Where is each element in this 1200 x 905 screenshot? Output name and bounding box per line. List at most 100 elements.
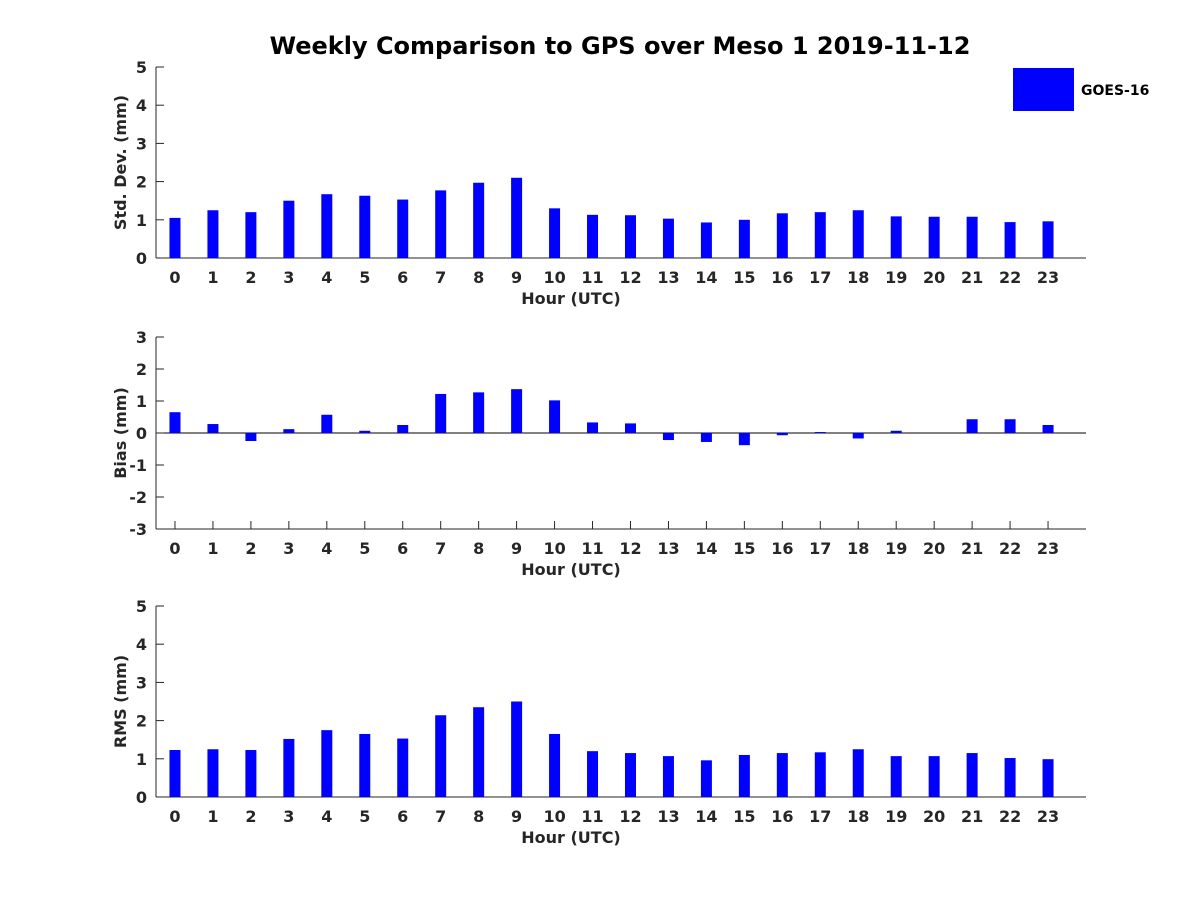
- y-tick-label: 0: [136, 249, 147, 268]
- y-tick-label: 1: [136, 211, 147, 230]
- bar-hour-20: [928, 216, 940, 258]
- x-tick-label: 7: [435, 807, 446, 826]
- y-tick-label: -3: [129, 520, 147, 539]
- bar-hour-10: [549, 400, 561, 433]
- y-tick-label: -2: [129, 488, 147, 507]
- bar-hour-6: [397, 738, 409, 797]
- bar-hour-0: [169, 412, 181, 433]
- x-tick-label: 12: [619, 539, 641, 558]
- bar-hour-14: [700, 760, 712, 797]
- x-tick-label: 3: [283, 268, 294, 287]
- x-tick-label: 10: [543, 539, 565, 558]
- x-tick-label: 18: [847, 268, 869, 287]
- x-tick-label: 23: [1037, 268, 1059, 287]
- x-tick-label: 14: [695, 268, 717, 287]
- bar-hour-17: [814, 432, 826, 433]
- x-tick-label: 11: [581, 539, 603, 558]
- bar-hour-16: [776, 753, 788, 797]
- x-tick-label: 0: [169, 807, 180, 826]
- bar-hour-10: [549, 733, 561, 797]
- bar-hour-16: [776, 433, 788, 436]
- y-tick-label: 1: [136, 392, 147, 411]
- bar-hour-22: [1004, 222, 1016, 258]
- x-tick-label: 14: [695, 539, 717, 558]
- x-tick-label: 18: [847, 807, 869, 826]
- bar-hour-4: [321, 730, 333, 797]
- bar-hour-21: [966, 419, 978, 433]
- x-tick-label: 12: [619, 807, 641, 826]
- x-tick-label: 11: [581, 268, 603, 287]
- x-tick-label: 6: [397, 268, 408, 287]
- x-tick-label: 11: [581, 807, 603, 826]
- bar-hour-17: [814, 752, 826, 797]
- bar-hour-3: [283, 738, 295, 797]
- bar-hour-14: [700, 222, 712, 258]
- y-axis-label: Bias (mm): [111, 387, 130, 479]
- x-tick-label: 1: [207, 807, 218, 826]
- bar-hour-18: [852, 433, 864, 439]
- bar-hour-15: [738, 433, 750, 446]
- bar-hour-7: [435, 715, 447, 797]
- x-tick-label: 16: [771, 539, 793, 558]
- bar-hour-5: [359, 733, 371, 797]
- x-tick-label: 2: [245, 539, 256, 558]
- x-tick-label: 14: [695, 807, 717, 826]
- bar-hour-2: [245, 750, 257, 797]
- bar-hour-1: [207, 210, 219, 258]
- x-tick-label: 16: [771, 268, 793, 287]
- x-axis-label: Hour (UTC): [521, 828, 621, 847]
- x-tick-label: 16: [771, 807, 793, 826]
- x-tick-label: 13: [657, 807, 679, 826]
- bar-hour-19: [890, 430, 902, 433]
- bar-hour-8: [473, 707, 485, 797]
- x-tick-label: 7: [435, 539, 446, 558]
- bar-hour-23: [1042, 759, 1054, 797]
- x-tick-label: 3: [283, 807, 294, 826]
- x-tick-label: 15: [733, 807, 755, 826]
- bar-hour-7: [435, 393, 447, 433]
- x-tick-label: 21: [961, 807, 983, 826]
- bar-hour-11: [587, 422, 599, 433]
- bar-hour-21: [966, 216, 978, 258]
- x-tick-label: 10: [543, 807, 565, 826]
- x-tick-label: 6: [397, 807, 408, 826]
- bar-hour-3: [283, 200, 295, 258]
- bar-hour-1: [207, 749, 219, 797]
- bar-hour-16: [776, 213, 788, 258]
- bar-hour-2: [245, 212, 257, 258]
- bar-hour-15: [738, 754, 750, 797]
- bar-hour-13: [662, 218, 674, 258]
- x-tick-label: 2: [245, 268, 256, 287]
- x-tick-label: 3: [283, 539, 294, 558]
- x-tick-label: 12: [619, 268, 641, 287]
- x-tick-label: 20: [923, 539, 945, 558]
- y-tick-label: 2: [136, 173, 147, 192]
- y-tick-label: 5: [136, 597, 147, 616]
- x-tick-label: 15: [733, 539, 755, 558]
- bar-hour-13: [662, 756, 674, 797]
- x-tick-label: 13: [657, 539, 679, 558]
- x-tick-label: 4: [321, 268, 332, 287]
- x-tick-label: 23: [1037, 539, 1059, 558]
- bar-hour-6: [397, 425, 409, 433]
- x-tick-label: 21: [961, 539, 983, 558]
- bar-hour-12: [624, 423, 636, 433]
- bar-hour-21: [966, 753, 978, 797]
- x-tick-label: 13: [657, 268, 679, 287]
- x-tick-label: 19: [885, 268, 907, 287]
- bar-hour-1: [207, 424, 219, 433]
- bar-hour-8: [473, 182, 485, 258]
- bar-hour-15: [738, 219, 750, 258]
- x-tick-label: 9: [511, 539, 522, 558]
- x-tick-label: 8: [473, 539, 484, 558]
- x-tick-label: 17: [809, 807, 831, 826]
- x-tick-label: 19: [885, 807, 907, 826]
- x-tick-label: 4: [321, 539, 332, 558]
- y-tick-label: -1: [129, 456, 147, 475]
- bar-hour-7: [435, 190, 447, 258]
- x-tick-label: 22: [999, 268, 1021, 287]
